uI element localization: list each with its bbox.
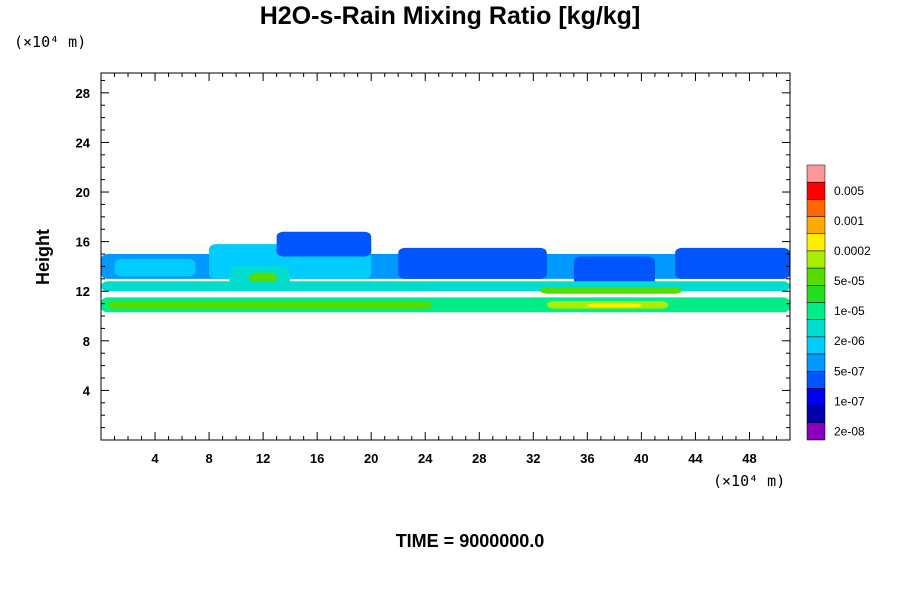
x-tick-label: 36	[580, 451, 594, 466]
colorbar-swatch	[806, 422, 826, 441]
colorbar-swatch	[806, 164, 826, 183]
colorbar-label: 0.005	[834, 184, 864, 198]
colorbar-label: 5e-05	[834, 274, 865, 288]
y-axis-label: Height	[33, 229, 53, 285]
y-axis-unit: (×10⁴ m)	[14, 33, 87, 51]
time-label: TIME = 9000000.0	[395, 531, 545, 551]
cloud-region-12	[540, 287, 682, 294]
x-tick-label: 16	[310, 451, 324, 466]
x-axis-unit: (×10⁴ m)	[713, 472, 786, 490]
x-tick-label: 32	[526, 451, 540, 466]
y-tick-label: 8	[83, 334, 90, 349]
colorbar-swatch	[806, 319, 826, 338]
colorbar-swatch	[806, 267, 826, 286]
colorbar-swatch	[806, 199, 826, 217]
colorbar-label: 2e-08	[834, 424, 865, 438]
colorbar-label: 5e-07	[834, 364, 865, 378]
colorbar-swatch	[806, 302, 826, 320]
cloud-region-11	[107, 301, 432, 309]
x-tick-label: 24	[418, 451, 433, 466]
colorbar-swatch	[806, 371, 826, 389]
cloud-region-6	[398, 247, 547, 279]
x-tick-label: 12	[256, 451, 270, 466]
colorbar-swatch	[806, 405, 826, 424]
cloud-region-8	[675, 247, 790, 279]
plot-frame	[100, 72, 791, 441]
chart-title: H2O-s-Rain Mixing Ratio [kg/kg]	[259, 2, 641, 30]
colorbar-swatch	[806, 336, 826, 355]
y-tick-label: 12	[76, 284, 90, 299]
x-tick-label: 4	[151, 451, 159, 466]
x-tick-label: 48	[742, 451, 756, 466]
y-tick-label: 24	[76, 135, 91, 150]
colorbar-swatch	[806, 388, 826, 406]
cloud-region-14	[587, 303, 642, 308]
x-tick-label: 44	[688, 451, 703, 466]
colorbar-swatch	[806, 353, 826, 372]
colorbar-label: 0.0002	[834, 244, 871, 258]
y-tick-label: 28	[76, 86, 90, 101]
cloud-region-7	[573, 256, 655, 286]
cloud-region-9	[101, 281, 790, 292]
cloud-region-1	[114, 258, 196, 277]
colorbar-swatch	[806, 216, 826, 234]
x-axis: 4 8 12 16 20 24 28 32 36 40 44 48	[114, 73, 791, 466]
x-tick-label: 8	[205, 451, 212, 466]
y-tick-label: 20	[76, 185, 90, 200]
x-tick-label: 40	[634, 451, 648, 466]
colorbar: 0.005 0.001 0.0002 5e-05 1e-05 2e-06 5e-07 1e-0…	[806, 164, 871, 441]
y-axis: 4 8 12 16 20 24 28	[76, 79, 790, 429]
colorbar-swatch	[806, 250, 826, 269]
x-tick-label: 20	[364, 451, 378, 466]
cloud-region-5	[276, 231, 372, 257]
mixing-ratio-field	[101, 231, 790, 313]
x-tick-label: 28	[472, 451, 486, 466]
y-tick-label: 4	[83, 383, 91, 398]
colorbar-label: 0.001	[834, 214, 864, 228]
colorbar-label: 2e-06	[834, 334, 865, 348]
colorbar-swatch	[806, 181, 826, 200]
colorbar-label: 1e-07	[834, 394, 865, 408]
colorbar-label: 1e-05	[834, 304, 865, 318]
y-tick-label: 16	[76, 235, 90, 250]
colorbar-swatch	[806, 285, 826, 303]
colorbar-swatch	[806, 233, 826, 252]
